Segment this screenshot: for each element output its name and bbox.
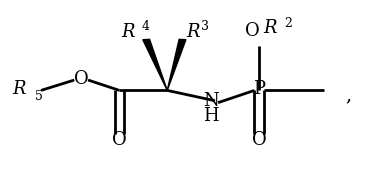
Text: N: N	[203, 92, 219, 110]
Text: 5: 5	[35, 90, 43, 103]
Polygon shape	[143, 39, 167, 90]
Text: 3: 3	[201, 20, 210, 33]
Text: 2: 2	[284, 17, 292, 30]
Text: ,: ,	[346, 86, 352, 104]
Text: R: R	[121, 23, 135, 41]
Text: O: O	[245, 22, 260, 40]
Text: P: P	[253, 81, 265, 99]
Text: R: R	[12, 81, 26, 99]
Text: H: H	[203, 107, 219, 125]
Text: R: R	[186, 23, 200, 41]
Text: O: O	[112, 131, 127, 149]
Polygon shape	[167, 39, 186, 90]
Text: 4: 4	[142, 20, 149, 33]
Text: R: R	[263, 19, 277, 37]
Text: O: O	[74, 70, 88, 88]
Text: O: O	[252, 131, 267, 149]
